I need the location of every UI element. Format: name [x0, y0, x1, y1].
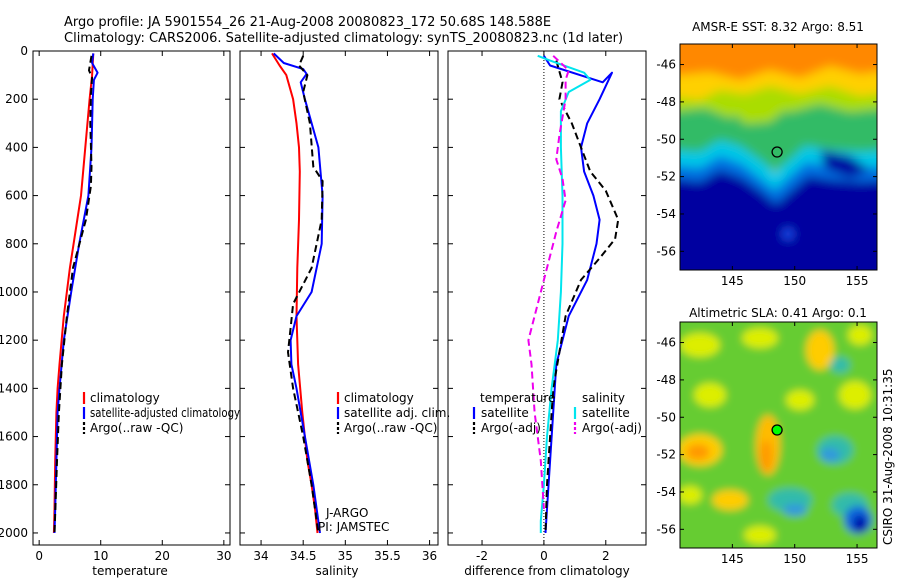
sla-map-panel: Altimetric SLA: 0.41 Argo: 0.1: [656, 306, 878, 566]
x-tick-label: 34: [253, 549, 268, 563]
legend-label: Argo(-adj): [582, 421, 642, 435]
y-tick-label: -52: [656, 170, 676, 184]
y-tick-label: -46: [656, 336, 676, 350]
side-timestamp: CSIRO 31-Aug-2008 10:31:35: [881, 369, 895, 545]
difference-legend: temperature salinity satellite Argo(-adj…: [472, 391, 642, 435]
series-line: [52, 53, 95, 534]
temperature-series: [52, 53, 99, 534]
y-tick-label: 400: [5, 140, 28, 154]
series-line: [53, 55, 94, 534]
legend-label: satellite: [481, 406, 529, 420]
temperature-legend: climatology satellite-adjusted climatolo…: [82, 391, 240, 435]
y-tick-label: 600: [5, 189, 28, 203]
difference-panel: -2 0 2 difference from climatology tempera…: [447, 50, 647, 578]
sst-map-ticks: 145 150 155 -46 -48 -50 -52 -54 -56: [656, 44, 877, 288]
salinity-panel: 34 34.5 35 35.5 36 salinity climatology sate…: [239, 50, 450, 578]
y-tick-label: -52: [656, 448, 676, 462]
legend-label: Argo(-adj): [481, 421, 541, 435]
x-tick-label: 0: [35, 549, 43, 563]
salinity-ticks: 34 34.5 35 35.5 36: [240, 50, 438, 563]
difference-axes-frame: [447, 50, 647, 546]
argo-location-marker: [771, 424, 783, 436]
y-tick-label: -56: [656, 244, 676, 258]
sla-map-frame: [679, 321, 878, 549]
y-tick-label: -54: [656, 485, 676, 499]
program-annotation: J-ARGO: [325, 506, 368, 520]
legend-group-salinity: salinity: [582, 391, 625, 405]
x-tick-label: 0: [540, 549, 548, 563]
sst-map-panel: AMSR-E SST: 8.32 Argo: 8.51 145 150 155 -46…: [656, 20, 878, 288]
y-tick-label: 1600: [0, 430, 28, 444]
x-tick-label: 34.5: [290, 549, 317, 563]
legend-group-temperature: temperature: [480, 391, 555, 405]
y-tick-label: -46: [656, 58, 676, 72]
y-tick-label: -48: [656, 373, 676, 387]
x-tick-label: 35: [338, 549, 353, 563]
x-tick-label: 145: [721, 274, 744, 288]
y-tick-label: 800: [5, 237, 28, 251]
series-line: [287, 55, 324, 534]
series-line: [537, 54, 592, 533]
argo-location-marker: [771, 146, 783, 158]
y-tick-label: 1000: [0, 285, 28, 299]
x-tick-label: 35.5: [374, 549, 401, 563]
series-line: [544, 60, 620, 534]
x-tick-label: -2: [476, 549, 488, 563]
legend-label: Argo(..raw -QC): [344, 421, 437, 435]
temperature-panel: 0 10 20 30 0 200 400 600 800 1000 1200 1400 1600 1800…: [0, 44, 240, 578]
x-tick-label: 30: [216, 549, 231, 563]
y-tick-label: 1200: [0, 333, 28, 347]
sst-map-title: AMSR-E SST: 8.32 Argo: 8.51: [692, 20, 864, 34]
salinity-axes-frame: [239, 50, 439, 546]
y-tick-label: -56: [656, 522, 676, 536]
legend-label: climatology: [344, 391, 414, 405]
temperature-ticks: 0 10 20 30 0 200 400 600 800 1000 1200 1400 1600 1800…: [0, 44, 231, 563]
x-tick-label: 20: [155, 549, 170, 563]
series-line: [273, 52, 324, 534]
legend-label: satellite adj. clim.: [344, 406, 450, 420]
x-tick-label: 150: [783, 552, 806, 566]
legend-label: satellite-adjusted climatology: [90, 406, 240, 420]
sla-map-ticks: 145 150 155 -46 -48 -50 -52 -54 -56: [656, 322, 877, 566]
header-line-1: Argo profile: JA 5901554_26 21-Aug-2008 …: [64, 15, 551, 30]
salinity-legend: climatology satellite adj. clim. Argo(..…: [336, 391, 450, 435]
y-tick-label: -50: [656, 132, 676, 146]
y-tick-label: -50: [656, 410, 676, 424]
series-line: [527, 55, 570, 509]
y-tick-label: 1400: [0, 381, 28, 395]
header-line-2: Climatology: CARS2006. Satellite-adjuste…: [64, 31, 623, 46]
legend-label: satellite: [582, 406, 630, 420]
legend-label: climatology: [90, 391, 160, 405]
sla-map-title: Altimetric SLA: 0.41 Argo: 0.1: [689, 306, 867, 320]
x-tick-label: 36: [422, 549, 437, 563]
temperature-axes-frame: [32, 50, 231, 546]
x-tick-label: 155: [846, 274, 869, 288]
pi-annotation: PI: JAMSTEC: [318, 520, 389, 534]
difference-series: [527, 54, 620, 534]
y-tick-label: 0: [20, 44, 28, 58]
sla-heatmap: [680, 322, 877, 548]
series-line: [543, 55, 613, 534]
y-tick-label: 200: [5, 92, 28, 106]
salinity-xlabel: salinity: [315, 564, 358, 578]
x-tick-label: 10: [93, 549, 108, 563]
x-tick-label: 150: [783, 274, 806, 288]
difference-ticks: -2 0 2: [448, 50, 646, 563]
y-tick-label: -54: [656, 207, 676, 221]
y-tick-label: -48: [656, 95, 676, 109]
x-tick-label: 145: [721, 552, 744, 566]
y-tick-label: 2000: [0, 526, 28, 540]
temperature-xlabel: temperature: [92, 564, 167, 578]
salinity-series: [271, 52, 324, 534]
difference-xlabel: difference from climatology: [464, 564, 630, 578]
legend-label: Argo(..raw -QC): [90, 421, 183, 435]
sst-map-frame: [679, 43, 878, 271]
x-tick-label: 2: [602, 549, 610, 563]
x-tick-label: 155: [846, 552, 869, 566]
y-tick-label: 1800: [0, 478, 28, 492]
